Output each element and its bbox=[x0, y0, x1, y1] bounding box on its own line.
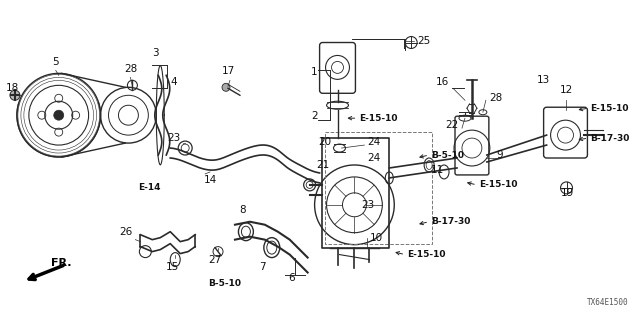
Text: B-5-10: B-5-10 bbox=[431, 150, 464, 160]
Text: 15: 15 bbox=[166, 261, 179, 272]
Text: 24: 24 bbox=[367, 153, 381, 163]
Circle shape bbox=[222, 83, 230, 91]
Text: E-15-10: E-15-10 bbox=[407, 250, 445, 259]
Text: 12: 12 bbox=[560, 85, 573, 95]
Text: 9: 9 bbox=[497, 150, 504, 160]
Text: 14: 14 bbox=[204, 175, 217, 185]
Text: 20: 20 bbox=[319, 137, 332, 147]
Text: 1: 1 bbox=[311, 68, 317, 77]
Text: 28: 28 bbox=[489, 93, 502, 103]
Text: 5: 5 bbox=[52, 57, 59, 68]
Text: E-15-10: E-15-10 bbox=[479, 180, 517, 189]
Text: E-14: E-14 bbox=[138, 183, 161, 192]
Circle shape bbox=[10, 90, 20, 100]
Text: B-17-30: B-17-30 bbox=[591, 133, 630, 143]
Text: 19: 19 bbox=[561, 188, 574, 198]
Text: TX64E1500: TX64E1500 bbox=[587, 298, 628, 307]
Text: 3: 3 bbox=[152, 48, 159, 59]
Text: 4: 4 bbox=[170, 77, 177, 87]
Text: 6: 6 bbox=[289, 273, 295, 283]
Text: 18: 18 bbox=[6, 83, 19, 93]
Text: 7: 7 bbox=[260, 261, 266, 272]
Text: 23: 23 bbox=[167, 133, 180, 143]
Text: 27: 27 bbox=[209, 255, 221, 265]
Text: 13: 13 bbox=[537, 75, 550, 85]
Text: 2: 2 bbox=[311, 111, 317, 121]
Text: E-15-10: E-15-10 bbox=[591, 104, 629, 113]
Text: B-5-10: B-5-10 bbox=[209, 279, 241, 288]
Text: 25: 25 bbox=[417, 36, 431, 45]
Text: 10: 10 bbox=[369, 233, 383, 243]
Text: 28: 28 bbox=[124, 64, 137, 74]
Bar bbox=[324, 132, 432, 244]
Text: 21: 21 bbox=[316, 160, 330, 170]
Text: 22: 22 bbox=[445, 120, 459, 130]
Text: 24: 24 bbox=[367, 137, 381, 147]
Text: FR.: FR. bbox=[51, 258, 71, 268]
Text: 26: 26 bbox=[119, 227, 132, 237]
Text: E-15-10: E-15-10 bbox=[360, 114, 398, 123]
Circle shape bbox=[54, 110, 64, 120]
Text: 8: 8 bbox=[239, 205, 246, 215]
Text: 23: 23 bbox=[361, 200, 374, 210]
Text: B-17-30: B-17-30 bbox=[431, 217, 470, 226]
Text: 16: 16 bbox=[436, 77, 449, 87]
Text: 17: 17 bbox=[221, 66, 235, 76]
Text: 11: 11 bbox=[431, 165, 444, 175]
